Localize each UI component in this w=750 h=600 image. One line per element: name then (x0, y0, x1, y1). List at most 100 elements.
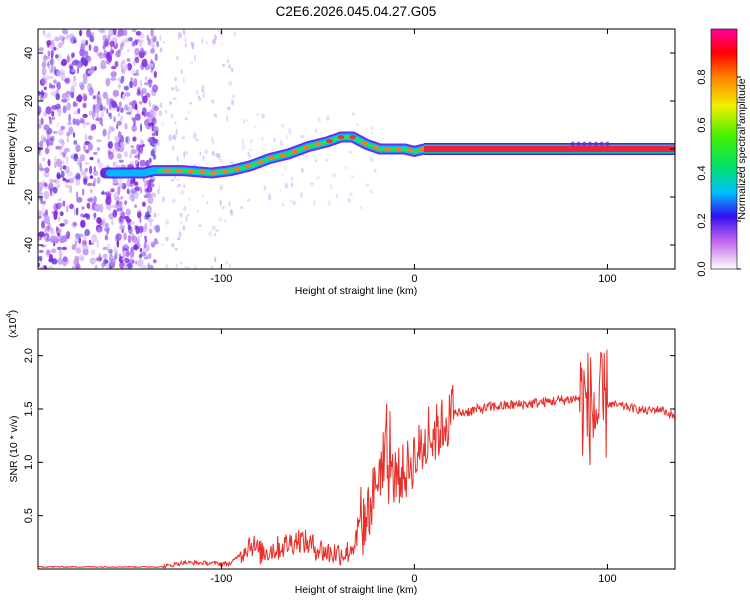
noise-blob (202, 155, 206, 162)
noise-blob (66, 230, 71, 240)
noise-blob (89, 257, 96, 265)
noise-blob (102, 253, 108, 259)
noise-blob (139, 159, 146, 167)
noise-blob (73, 110, 78, 115)
noise-blob (125, 250, 130, 258)
noise-blob (57, 257, 64, 265)
noise-blob (228, 80, 233, 86)
noise-blob (100, 64, 107, 70)
noise-blob (288, 132, 293, 135)
noise-blob (121, 228, 124, 234)
noise-blob (111, 219, 114, 226)
noise-blob (53, 203, 59, 212)
noise-blob (80, 213, 84, 217)
noise-blob (62, 29, 68, 35)
noise-blob (177, 183, 182, 187)
noise-blob (61, 92, 68, 99)
noise-blob (66, 156, 69, 165)
noise-blob (175, 247, 178, 252)
noise-blob (233, 32, 236, 36)
noise-blob (98, 253, 102, 261)
noise-blob (141, 58, 148, 68)
noise-blob (124, 151, 128, 158)
noise-blob (102, 246, 108, 251)
noise-blob (77, 94, 83, 103)
noise-blob (72, 75, 77, 82)
noise-blob (149, 109, 155, 117)
noise-blob (59, 148, 63, 157)
noise-blob (75, 144, 81, 153)
noise-blob (89, 35, 95, 43)
noise-blob (139, 247, 143, 253)
noise-blob (89, 188, 93, 194)
noise-blob (205, 41, 208, 45)
spectrogram-ridge (100, 131, 675, 179)
noise-blob (102, 44, 106, 50)
noise-blob (47, 50, 51, 57)
noise-blob (326, 116, 330, 121)
noise-blob (247, 151, 250, 157)
noise-blob (146, 34, 150, 42)
noise-blob (83, 50, 89, 58)
noise-blob (62, 165, 67, 170)
snr-series-line (38, 349, 675, 569)
noise-blob (94, 264, 98, 269)
noise-blob (230, 161, 234, 165)
ridge-peak-mark (361, 141, 368, 146)
noise-blob (123, 232, 127, 241)
noise-blob (228, 201, 231, 207)
noise-blob (230, 209, 233, 214)
noise-blob (154, 109, 157, 118)
noise-blob (85, 149, 90, 154)
noise-blob (129, 80, 133, 89)
noise-blob (50, 179, 57, 183)
noise-blob (249, 139, 253, 144)
noise-blob (138, 253, 143, 259)
noise-blob (83, 213, 89, 218)
noise-blob (84, 229, 91, 237)
noise-blob (81, 206, 85, 210)
noise-blob (45, 209, 48, 215)
noise-blob (138, 32, 145, 39)
noise-blob (178, 231, 182, 238)
noise-blob (153, 212, 157, 219)
noise-blob (56, 228, 62, 233)
noise-blob (112, 148, 115, 154)
noise-blob (62, 177, 67, 182)
noise-blob (211, 225, 216, 231)
noise-blob (82, 113, 88, 118)
noise-blob (66, 136, 69, 143)
noise-blob (61, 98, 68, 103)
noise-blob (123, 265, 129, 269)
noise-blob (350, 175, 355, 178)
noise-blob (109, 112, 113, 120)
noise-blob (187, 111, 191, 114)
noise-blob (84, 121, 91, 126)
noise-blob (288, 127, 292, 134)
noise-blob (147, 139, 154, 143)
noise-blob (161, 120, 164, 127)
noise-blob (189, 101, 192, 105)
noise-blob (99, 116, 103, 125)
noise-blob (365, 183, 370, 187)
colorbar-tick-label: 0.6 (696, 117, 708, 132)
noise-blob (75, 118, 80, 126)
noise-blob (165, 236, 169, 242)
noise-blob (123, 85, 129, 91)
noise-blob (52, 130, 58, 135)
noise-blob (165, 109, 167, 114)
noise-blob (119, 261, 125, 269)
noise-blob (82, 248, 89, 256)
spectrogram-panel: -100 0 100 -40 -20 0 20 40 Height of straight … (6, 28, 676, 297)
noise-blob (118, 159, 124, 163)
noise-blob (131, 259, 135, 264)
noise-blob (117, 49, 122, 53)
noise-blob (174, 121, 177, 124)
noise-blob (268, 192, 271, 199)
noise-blob (50, 229, 55, 236)
ridge-peak-mark (198, 170, 206, 175)
noise-blob (214, 34, 217, 41)
noise-blob (108, 125, 112, 134)
noise-blob (134, 159, 139, 165)
noise-blob (111, 127, 114, 132)
